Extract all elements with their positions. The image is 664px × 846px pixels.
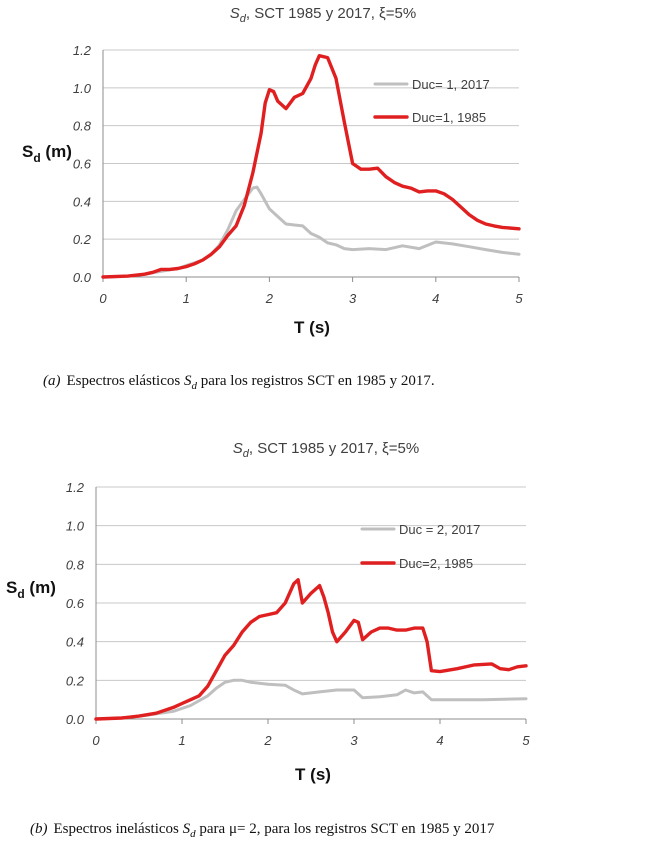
chart-b-y-tick-label: 0.0 [66,712,85,727]
chart-a-series-line-1985 [101,54,521,279]
chart-a-x-tick-label: 2 [265,291,274,306]
chart-b-x-tick-label: 4 [436,733,443,748]
chart-a: Sd, SCT 1985 y 2017, ξ=5% 0.00.20.40.60.… [22,5,523,392]
chart-a-x-tick-label: 0 [99,291,107,306]
chart-a-y-tick-label: 0.4 [73,194,91,209]
chart-a-legend-label: Duc=1, 1985 [412,110,486,125]
chart-b-x-tick-label: 2 [263,733,272,748]
chart-a-series-line-2017 [101,185,521,279]
chart-b-legend-label: Duc=2, 1985 [399,556,473,571]
chart-b-x-tick-label: 3 [350,733,358,748]
chart-b-x-tick-label: 1 [178,733,185,748]
chart-a-legend-label: Duc= 1, 2017 [412,77,490,92]
chart-a-x-tick-label: 4 [432,291,439,306]
chart-b-y-tick-label: 0.6 [66,596,85,611]
chart-a-y-tick-label: 0.6 [73,157,92,172]
chart-b-x-axis-label: T (s) [295,765,331,784]
chart-b-plot-area: 0.0 0.2 0.4 0.6 0.8 1.0 1.2 0 1 2 3 4 5 Duc = 2, 2017… [66,480,530,748]
chart-b-legend-label: Duc = 2, 2017 [399,522,480,537]
chart-a-caption: (a) Espectros elásticos Sd para los regis… [43,373,435,392]
chart-b-y-tick-label: 1.0 [66,519,85,534]
chart-a-y-tick-label: 1.0 [73,81,92,96]
chart-a-y-axis-label: Sd (m) [22,142,72,165]
chart-a-y-tick-label: 0.0 [73,270,92,285]
chart-b-y-tick-label: 0.8 [66,557,85,572]
chart-a-title: Sd, SCT 1985 y 2017, ξ=5% [230,5,416,25]
chart-b-x-tick-label: 5 [522,733,530,748]
chart-a-x-tick-label: 1 [183,291,190,306]
chart-a-x-tick-label: 5 [515,291,523,306]
chart-a-x-tick-label: 3 [349,291,357,306]
chart-b-y-tick-label: 0.4 [66,635,84,650]
chart-a-y-tick-label: 1.2 [73,43,92,58]
chart-a-x-axis-label: T (s) [294,318,330,337]
chart-b-series-line-2017 [94,678,528,721]
chart-a-plot-area: 0.0 0.2 0.4 0.6 0.8 1.0 1.2 0 1 2 3 4 5 Duc= 1, 2017 D… [73,43,523,306]
chart-b-series-line-1985 [94,578,528,721]
chart-b-y-tick-label: 0.2 [66,673,85,688]
chart-b-y-tick-label: 1.2 [66,480,85,495]
chart-b-title: Sd, SCT 1985 y 2017, ξ=5% [233,440,419,460]
chart-b-caption: (b) Espectros inelásticos Sd para μ= 2, p… [30,821,495,840]
chart-a-y-tick-label: 0.8 [73,119,92,134]
chart-b-x-tick-label: 0 [92,733,100,748]
chart-b: Sd, SCT 1985 y 2017, ξ=5% 0.00.20.40.60.… [6,440,530,840]
chart-a-y-tick-label: 0.2 [73,232,92,247]
chart-b-y-axis-label: Sd (m) [6,578,56,601]
